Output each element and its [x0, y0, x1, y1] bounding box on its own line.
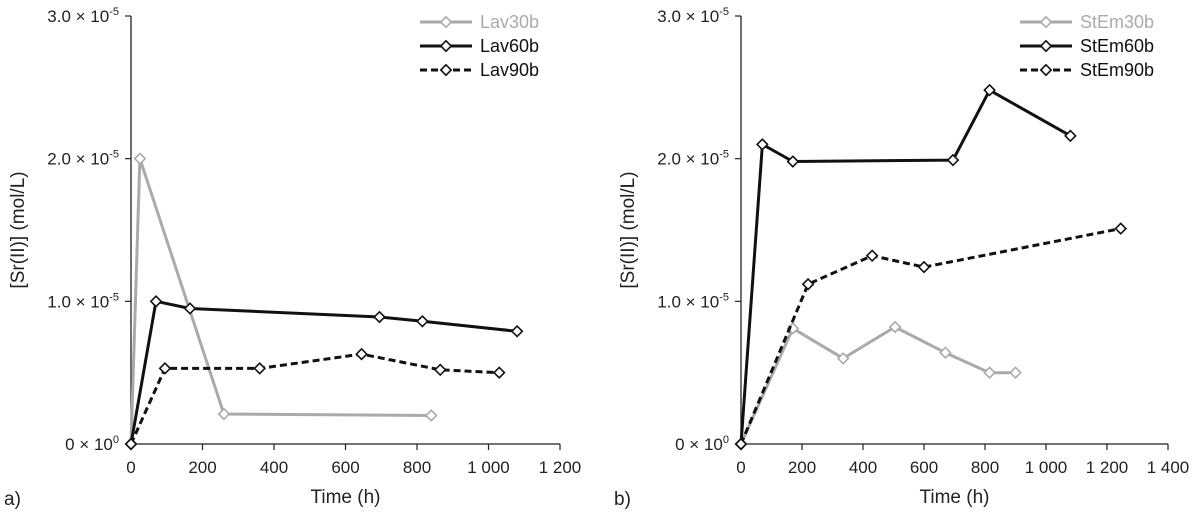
series-Lav30b [124, 152, 438, 451]
legend-entry: StEm30b [1020, 12, 1154, 32]
legend-marker [439, 39, 453, 53]
x-tick-label: 1 400 [1147, 458, 1190, 477]
series-line [739, 88, 1072, 445]
x-tick-label: 1 200 [1086, 458, 1129, 477]
data-point [492, 366, 506, 379]
data-point [865, 249, 879, 263]
y-axis-label: [Sr(II)] (mol/L) [618, 171, 639, 288]
x-axis-label: Time (h) [919, 487, 989, 508]
series-line [129, 157, 432, 445]
y-tick-label: 1.0 × 10-5 [657, 291, 729, 311]
data-point [217, 407, 231, 421]
data-point [917, 260, 931, 274]
panel-label: a) [4, 489, 21, 510]
legend-entry: Lav90b [420, 60, 539, 80]
data-point [1009, 366, 1022, 379]
series-Lav60b [124, 295, 524, 451]
legend-marker [1039, 39, 1053, 53]
panel-b-chart: 0 200 400 600 800 1 000 1 200 1 400 0 × 100 1.0 ×… [614, 6, 1189, 510]
legend-marker [439, 63, 453, 77]
legend-label: Lav90b [480, 60, 539, 80]
legend-marker [439, 15, 453, 29]
y-tick-label: 0 × 100 [675, 434, 729, 454]
data-point [424, 409, 438, 422]
data-point [355, 347, 368, 361]
data-point [734, 437, 748, 451]
data-point [416, 314, 429, 328]
legend-entry: Lav30b [420, 12, 539, 32]
series-line [129, 352, 500, 445]
data-point [510, 324, 524, 338]
x-tick-label: 1 200 [539, 458, 582, 477]
x-tick-label: 600 [910, 458, 938, 477]
data-point [149, 295, 163, 308]
x-tick-label: 200 [788, 458, 816, 477]
legend-label: Lav30b [480, 12, 539, 32]
series-Lav90b [124, 347, 506, 451]
x-tick-label: 600 [331, 458, 359, 477]
data-point [253, 362, 267, 375]
legend-label: StEm90b [1080, 60, 1154, 80]
data-point [373, 310, 386, 324]
legend-entry: StEm60b [1020, 36, 1154, 56]
x-tick-label: 200 [188, 458, 216, 477]
x-tick-label: 1 000 [1025, 458, 1068, 477]
data-point [756, 138, 769, 151]
panel-label: b) [614, 489, 631, 510]
series-StEm90b [734, 222, 1128, 451]
x-tick-label: 800 [971, 458, 999, 477]
data-point [1064, 129, 1077, 143]
x-tick-label: 1 000 [467, 458, 510, 477]
data-point [939, 346, 952, 360]
data-point [158, 362, 172, 375]
series-StEm60b [734, 83, 1077, 451]
x-tick-label: 0 [126, 458, 135, 477]
y-tick-label: 1.0 × 10-5 [47, 291, 119, 311]
data-point [786, 155, 800, 168]
data-point [983, 366, 996, 379]
data-point [888, 320, 902, 334]
y-axis-label: [Sr(II)] (mol/L) [8, 171, 29, 288]
data-point [983, 83, 996, 97]
x-tick-label: 0 [736, 458, 745, 477]
series-line [739, 325, 1016, 445]
legend-label: StEm30b [1080, 12, 1154, 32]
legend-entry: Lav60b [420, 36, 539, 56]
data-point [801, 277, 815, 291]
y-tick-label: 3.0 × 10-5 [657, 6, 729, 26]
data-point [836, 352, 850, 365]
series-StEm30b [734, 320, 1022, 451]
legend-marker [1039, 63, 1053, 77]
data-point [1114, 222, 1128, 235]
y-tick-label: 3.0 × 10-5 [47, 6, 119, 26]
y-tick-label: 2.0 × 10-5 [657, 149, 729, 169]
legend-marker [1039, 15, 1053, 29]
x-tick-label: 800 [403, 458, 431, 477]
legend-label: StEm60b [1080, 36, 1154, 56]
data-point [433, 363, 447, 377]
legend-label: Lav60b [480, 36, 539, 56]
legend-entry: StEm90b [1020, 60, 1154, 80]
data-point [124, 437, 138, 451]
panel-a-chart: 0 200 400 600 800 1 000 1 200 0 × 100 1.0 × 10-5… [4, 6, 581, 510]
y-tick-label: 2.0 × 10-5 [47, 149, 119, 169]
data-point [946, 153, 960, 167]
data-point [183, 302, 197, 315]
data-point [133, 152, 147, 165]
x-tick-label: 400 [260, 458, 288, 477]
series-line [739, 227, 1121, 445]
x-axis-label: Time (h) [310, 487, 380, 508]
series-line [129, 299, 518, 445]
y-tick-label: 0 × 100 [65, 434, 119, 454]
x-tick-label: 400 [849, 458, 877, 477]
